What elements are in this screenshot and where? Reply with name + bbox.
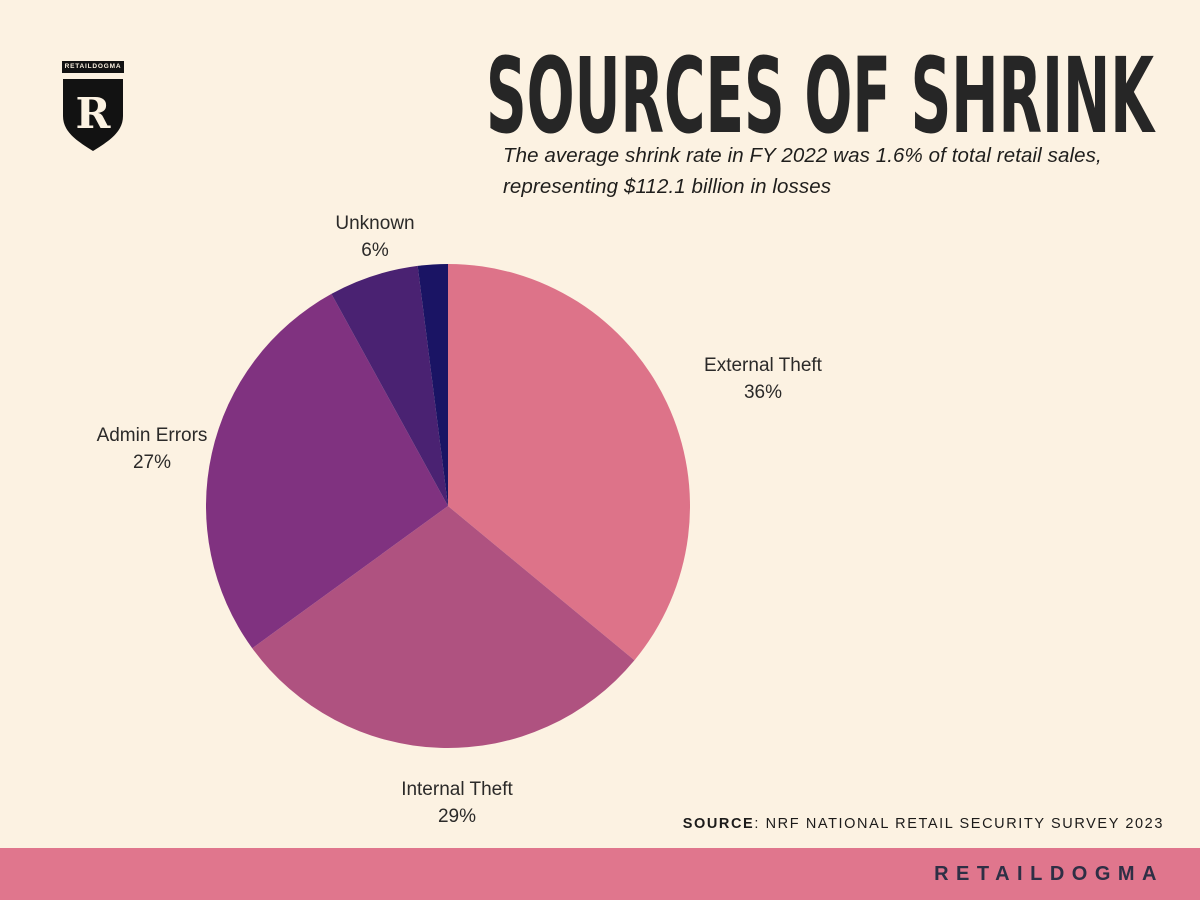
pie-label-internal-theft: Internal Theft 29%: [362, 777, 552, 831]
pie-slice-external-theft: [448, 264, 690, 661]
pie-slice-admin-errors: [206, 293, 448, 649]
retaildogma-logo: RETAILDOGMA R: [62, 61, 124, 152]
pie-slice-unknown: [331, 265, 448, 506]
pie-label-internal-theft-name: Internal Theft: [401, 779, 513, 800]
pie-label-admin-errors-pct: 27%: [132, 451, 172, 473]
page-title: SOURCES OF SHRINK: [486, 50, 1156, 142]
page-title-wrap: SOURCES OF SHRINK: [486, 50, 1156, 142]
source-prefix: SOURCE: [682, 816, 755, 832]
subtitle-line-2: representing $112.1 billion in losses: [503, 174, 832, 198]
pie-label-internal-theft-pct: 29%: [437, 805, 477, 827]
pie-label-unknown-pct: 6%: [361, 239, 389, 261]
shield-icon: R: [63, 79, 123, 151]
pie-label-admin-errors-name: Admin Errors: [96, 425, 208, 446]
pie-label-external-theft: External Theft 36%: [668, 353, 858, 407]
subtitle: The average shrink rate in FY 2022 was 1…: [503, 141, 1153, 203]
pie-label-unknown-name: Unknown: [335, 213, 415, 234]
logo-brand-text: RETAILDOGMA: [64, 62, 122, 70]
pie-label-admin-errors: Admin Errors 27%: [57, 423, 247, 477]
pie-slice-internal-theft: [252, 506, 635, 748]
logo-brand-bar: RETAILDOGMA: [62, 61, 124, 73]
pie-label-external-theft-name: External Theft: [704, 355, 822, 376]
footer-brand-text: RETAILDOGMA: [934, 863, 1164, 885]
footer-bar: RETAILDOGMA: [0, 848, 1200, 900]
source-text: : NRF NATIONAL RETAIL SECURITY SURVEY 20…: [754, 816, 1164, 832]
pie-label-external-theft-pct: 36%: [743, 381, 783, 403]
pie-label-unknown: Unknown 6%: [280, 211, 470, 265]
shield-shape: [63, 79, 123, 151]
pie-slice-unlabeled: [417, 264, 448, 506]
subtitle-line-1: The average shrink rate in FY 2022 was 1…: [503, 144, 1102, 167]
pie-chart: [206, 264, 690, 748]
logo-letter: R: [76, 89, 112, 138]
source-attribution: SOURCE: NRF NATIONAL RETAIL SECURITY SUR…: [683, 816, 1164, 832]
